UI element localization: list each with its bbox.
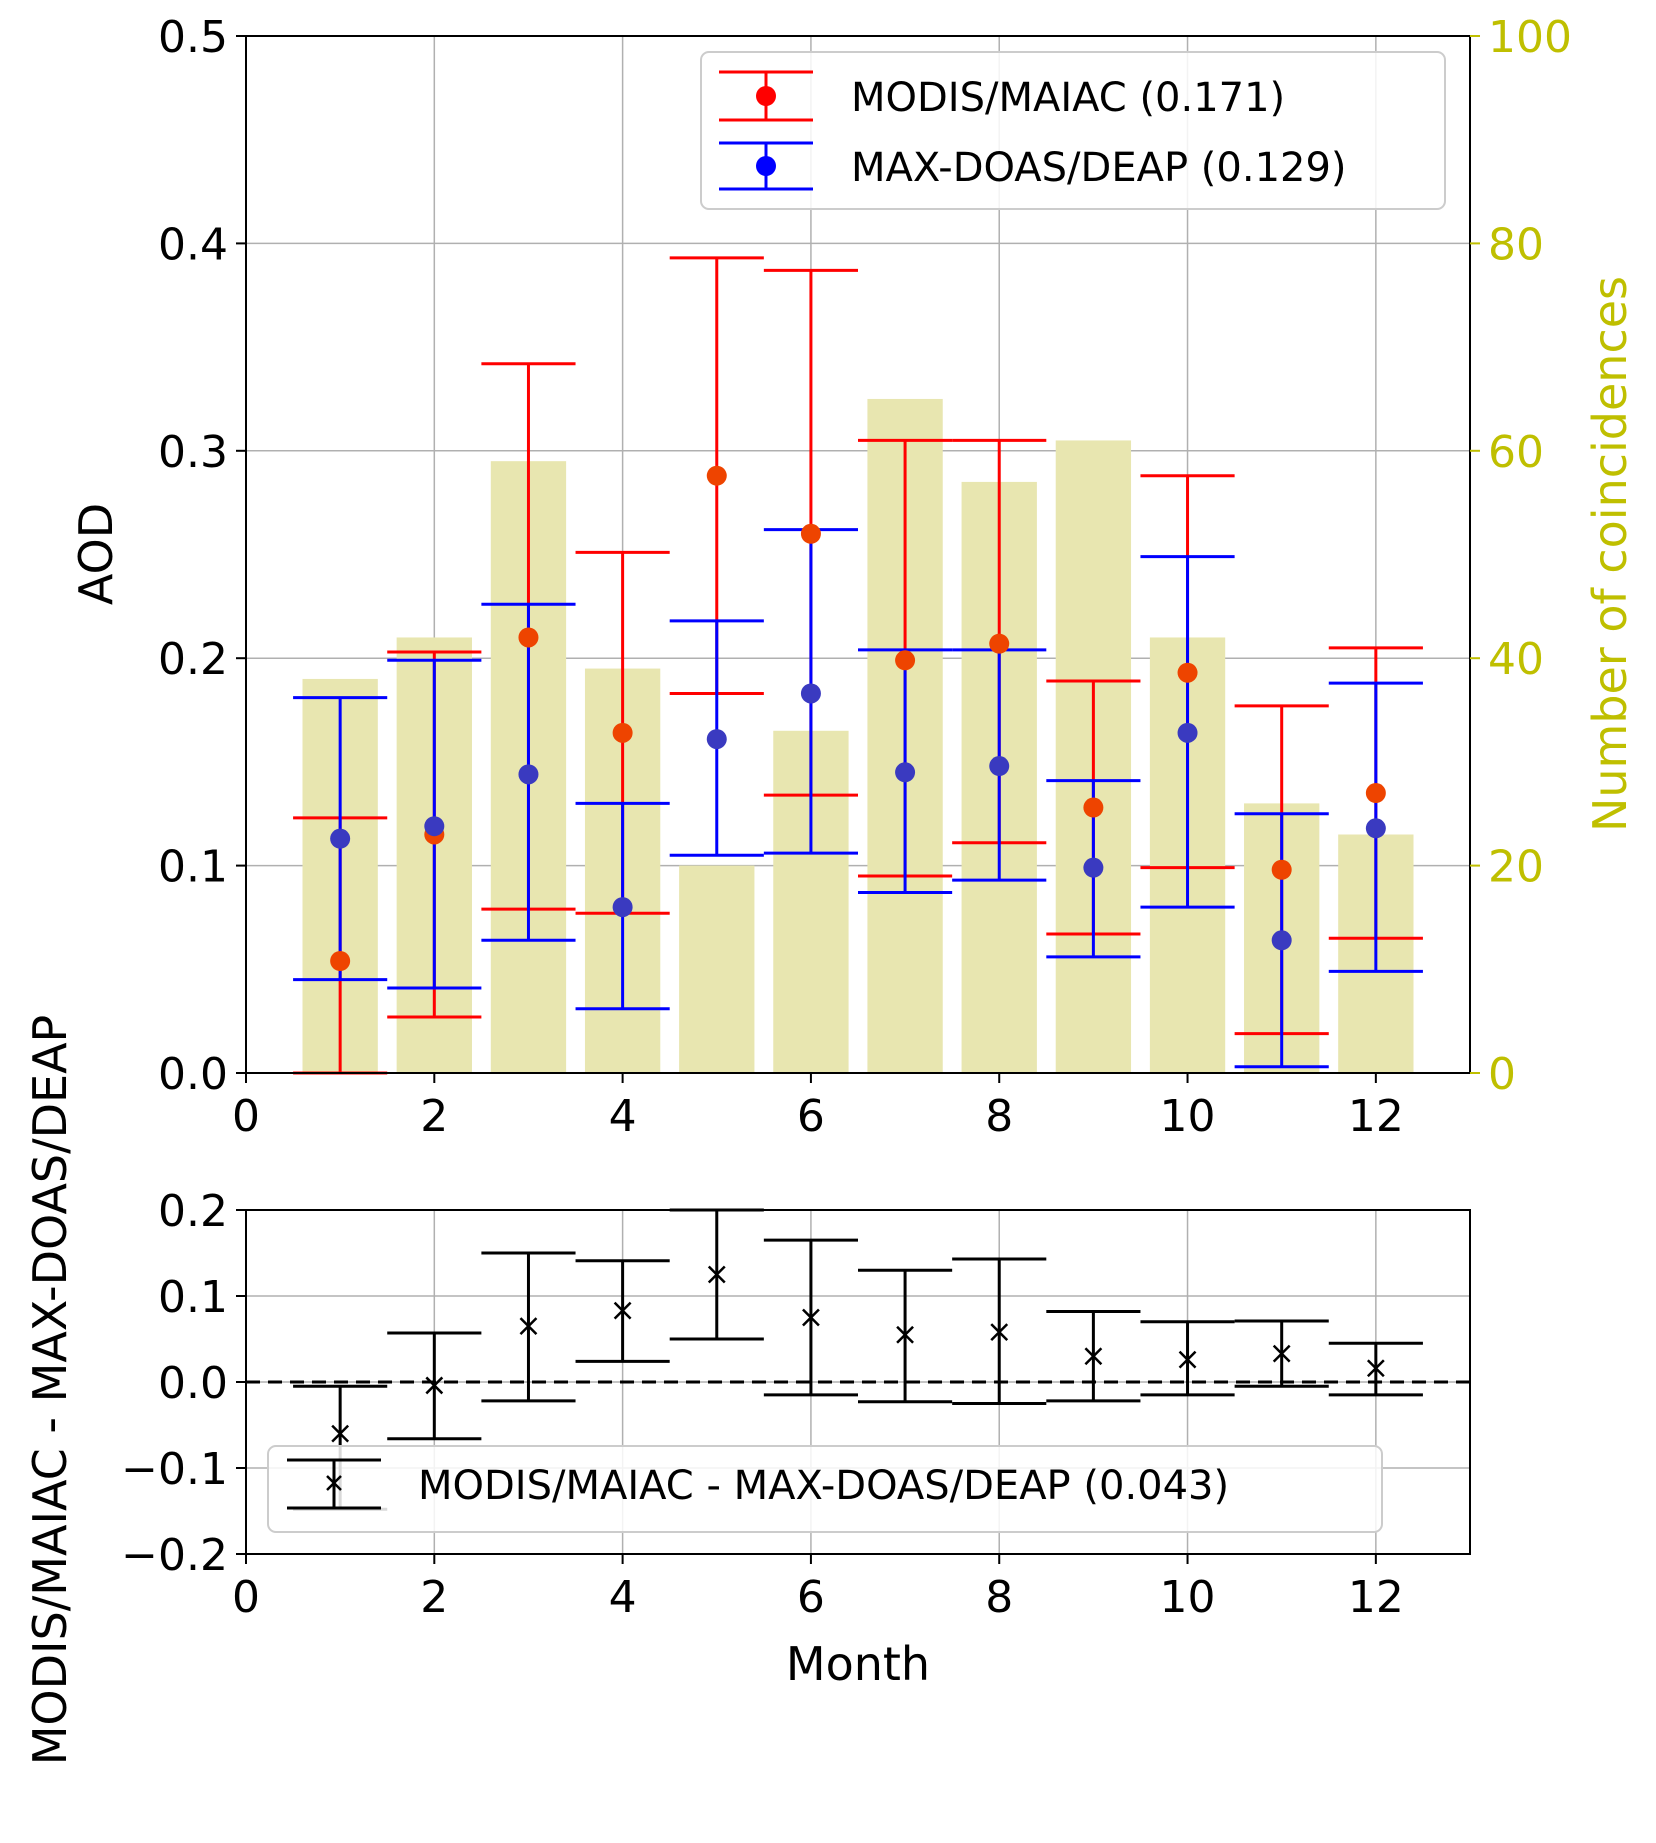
modis-point-month-9: [1083, 797, 1104, 818]
aod-panel: 0 2 4 6 8 10 12 0.0 0.1 0.2 0.3 0.4 0.5 0 20 40 60 80 10…: [69, 12, 1637, 1142]
difference-point-month-8: [990, 1323, 1009, 1342]
modis-point-month-4: [612, 722, 633, 743]
difference-point-month-12: [1366, 1359, 1385, 1378]
aod-x-tick-label: 0: [232, 1091, 260, 1142]
coincidence-y-tick-label: 20: [1488, 842, 1544, 893]
coincidence-y-axis-title: Number of coincidences: [1583, 276, 1637, 832]
coincidence-bar-month-5: [679, 865, 755, 1073]
difference-x-tick-label: 10: [1160, 1572, 1216, 1623]
modis-point-month-1: [330, 951, 351, 972]
difference-y-tick-label: 0.2: [158, 1186, 228, 1237]
aod-x-tick-label: 12: [1348, 1091, 1404, 1142]
difference-point-month-5: [707, 1265, 726, 1284]
difference-x-tick-label: 2: [420, 1572, 448, 1623]
maxdoas-legend-handle: [719, 141, 813, 191]
difference-y-tick-label: −0.1: [121, 1444, 228, 1495]
modis-point-month-5: [706, 465, 727, 486]
modis-legend-handle: [719, 70, 813, 122]
difference-legend-box: [267, 1445, 1383, 1533]
difference-legend-handle: [287, 1458, 381, 1510]
coincidence-y-tick-label: 60: [1488, 427, 1544, 478]
maxdoas-point-month-7: [895, 762, 916, 783]
difference-x-tick-label: 8: [985, 1572, 1013, 1623]
maxdoas-point-month-6: [800, 683, 821, 704]
difference-point-month-11: [1272, 1344, 1291, 1363]
difference-panel: 0 2 4 6 8 10 12 −0.2 −0.1 0.0 0.1 0.2 Month MODIS/…: [23, 1015, 1471, 1766]
maxdoas-point-month-10: [1177, 722, 1198, 743]
aod-x-tick-label: 8: [985, 1091, 1013, 1142]
difference-legend: MODIS/MAIAC - MAX-DOAS/DEAP (0.043): [267, 1445, 1383, 1533]
aod-x-tick-label: 10: [1160, 1091, 1216, 1142]
aod-y-tick-label: 0.0: [158, 1049, 228, 1100]
aod-x-ticks: 0 2 4 6 8 10 12: [232, 1073, 1404, 1142]
difference-y-tick-label: −0.2: [121, 1530, 228, 1581]
difference-legend-label: MODIS/MAIAC - MAX-DOAS/DEAP (0.043): [418, 1463, 1229, 1509]
difference-point-month-10: [1178, 1350, 1197, 1369]
difference-x-ticks: 0 2 4 6 8 10 12: [232, 1554, 1404, 1623]
coincidence-y-ticks: 0 20 40 60 80 100: [1470, 12, 1572, 1100]
difference-point-month-7: [896, 1325, 914, 1344]
aod-legend: MODIS/MAIAC (0.171) MAX-DOAS/DEAP (0.129…: [700, 51, 1446, 210]
maxdoas-point-month-1: [330, 828, 351, 849]
aod-y-axis-title: AOD: [69, 503, 123, 605]
maxdoas-point-month-11: [1271, 930, 1292, 951]
difference-y-axis-title: MODIS/MAIAC - MAX-DOAS/DEAP: [23, 1015, 77, 1766]
modis-point-month-12: [1365, 783, 1386, 804]
maxdoas-point-month-4: [612, 897, 633, 918]
aod-y-tick-label: 0.4: [158, 219, 228, 270]
difference-x-tick-label: 0: [232, 1572, 260, 1623]
maxdoas-point-month-3: [518, 764, 539, 785]
modis-point-month-10: [1177, 662, 1198, 683]
modis-legend-label: MODIS/MAIAC (0.171): [851, 75, 1285, 121]
maxdoas-point-month-12: [1365, 818, 1386, 839]
maxdoas-point-month-8: [989, 756, 1010, 777]
aod-y-tick-label: 0.5: [158, 12, 228, 63]
aod-legend-box: [700, 51, 1446, 210]
maxdoas-point-month-2: [424, 816, 445, 837]
modis-point-month-3: [518, 627, 539, 648]
difference-point-month-4: [613, 1301, 632, 1320]
difference-y-tick-label: 0.0: [158, 1358, 228, 1409]
difference-x-tick-label: 4: [609, 1572, 637, 1623]
difference-point-month-6: [802, 1308, 820, 1327]
maxdoas-legend-label: MAX-DOAS/DEAP (0.129): [851, 145, 1347, 191]
aod-y-tick-label: 0.1: [158, 842, 228, 893]
difference-y-ticks: −0.2 −0.1 0.0 0.1 0.2: [121, 1186, 246, 1581]
difference-x-tick-label: 12: [1348, 1572, 1404, 1623]
month-x-axis-title: Month: [786, 1637, 930, 1691]
modis-point-month-8: [989, 633, 1010, 654]
aod-plot-frame: [245, 35, 1471, 1074]
difference-x-tick-label: 6: [797, 1572, 825, 1623]
difference-point-month-2: [425, 1376, 444, 1395]
difference-point-month-3: [519, 1317, 538, 1335]
aod-errorbars: [293, 256, 1423, 1075]
coincidence-y-tick-label: 40: [1488, 634, 1544, 685]
aod-x-tick-label: 6: [797, 1091, 825, 1142]
maxdoas-point-month-9: [1083, 857, 1104, 878]
aod-y-tick-label: 0.2: [158, 634, 228, 685]
difference-point-month-1: [331, 1424, 350, 1443]
difference-point-month-9: [1084, 1347, 1103, 1366]
coincidence-y-tick-label: 100: [1488, 12, 1572, 63]
modis-point-month-6: [800, 523, 821, 544]
difference-y-tick-label: 0.1: [158, 1272, 228, 1323]
aod-x-tick-label: 2: [420, 1091, 448, 1142]
modis-point-month-7: [895, 650, 916, 671]
aod-y-tick-label: 0.3: [158, 427, 228, 478]
coincidence-y-tick-label: 80: [1488, 219, 1544, 270]
aod-x-tick-label: 4: [609, 1091, 637, 1142]
modis-point-month-11: [1271, 859, 1292, 880]
coincidence-y-tick-label: 0: [1488, 1049, 1516, 1100]
maxdoas-point-month-5: [706, 729, 727, 750]
aod-y-ticks: 0.0 0.1 0.2 0.3 0.4 0.5: [158, 12, 246, 1100]
